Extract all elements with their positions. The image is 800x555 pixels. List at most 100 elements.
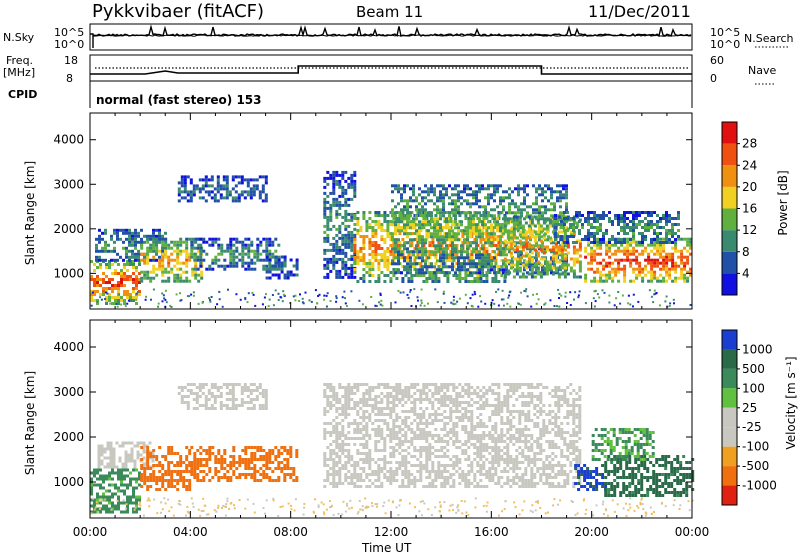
power-scatter — [506, 303, 508, 305]
power-cell — [428, 241, 431, 244]
power-cell — [199, 178, 202, 181]
power-cell — [638, 211, 641, 214]
power-cell — [223, 265, 226, 268]
power-cell — [410, 277, 413, 280]
velocity-cell — [152, 470, 155, 473]
power-cell — [377, 262, 380, 265]
velocity-cell — [359, 431, 362, 434]
power-scatter — [202, 302, 204, 304]
power-cell — [164, 271, 167, 274]
power-cell — [412, 190, 415, 193]
power-scatter — [145, 299, 147, 301]
power-cell — [344, 171, 347, 174]
velocity-cell — [244, 476, 247, 479]
power-cell — [341, 261, 344, 264]
power-cell — [644, 223, 647, 226]
velocity-cell — [362, 398, 365, 401]
power-cell — [490, 262, 493, 265]
power-cell — [158, 268, 161, 271]
power-cell — [560, 226, 563, 229]
power-cell — [353, 183, 356, 186]
power-cell — [617, 223, 620, 226]
velocity-cell — [241, 473, 244, 476]
power-cell — [122, 241, 125, 244]
velocity-cell — [111, 502, 114, 505]
power-cell — [419, 262, 422, 265]
power-cell — [152, 268, 155, 271]
velocity-cell — [220, 392, 223, 395]
power-cell — [614, 244, 617, 247]
velocity-cell — [217, 449, 220, 452]
power-cell — [653, 232, 656, 235]
velocity-cell — [268, 452, 271, 455]
power-cell — [185, 277, 188, 280]
velocity-cell — [332, 485, 335, 488]
power-cell — [356, 223, 359, 226]
power-cell — [371, 262, 374, 265]
power-cell — [558, 216, 561, 219]
power-cell — [128, 229, 131, 232]
power-cell — [190, 244, 193, 247]
power-cell — [266, 277, 269, 280]
power-scatter — [556, 305, 558, 307]
power-cell — [371, 256, 374, 259]
power-cell — [632, 226, 635, 229]
power-cell — [117, 290, 120, 293]
power-cell — [641, 220, 644, 223]
power-scatter — [479, 295, 481, 297]
power-cell — [262, 268, 265, 271]
velocity-cell — [226, 383, 229, 386]
power-cell — [108, 278, 111, 281]
power-scatter — [421, 302, 423, 304]
power-cell — [350, 237, 353, 240]
velocity-cell — [131, 457, 134, 460]
power-cell — [394, 244, 397, 247]
power-cell — [596, 262, 599, 265]
power-cell — [149, 250, 152, 253]
velocity-cell — [187, 407, 190, 410]
velocity-cell — [205, 452, 208, 455]
velocity-cell — [359, 422, 362, 425]
power-cell — [344, 192, 347, 195]
power-cell — [152, 244, 155, 247]
power-cell — [272, 274, 275, 277]
velocity-cell — [356, 386, 359, 389]
power-cell — [448, 214, 451, 217]
power-cell — [564, 273, 567, 276]
power-cell — [614, 250, 617, 253]
power-cell — [662, 214, 665, 217]
power-scatter — [137, 291, 139, 293]
power-cell — [599, 280, 602, 283]
power-cell — [632, 232, 635, 235]
velocity-cell — [99, 478, 102, 481]
power-cell — [531, 252, 534, 255]
power-scatter — [397, 290, 399, 292]
velocity-cell — [114, 484, 117, 487]
power-scatter — [305, 292, 307, 294]
velocity-cell — [344, 392, 347, 395]
power-cell — [368, 262, 371, 265]
power-scatter — [235, 293, 237, 295]
power-cell — [335, 198, 338, 201]
power-cell — [439, 229, 442, 232]
power-cell — [259, 190, 262, 193]
power-cell — [244, 238, 247, 241]
velocity-cell — [211, 452, 214, 455]
velocity-cell — [143, 482, 146, 485]
power-cell — [677, 235, 680, 238]
velocity-cell — [365, 410, 368, 413]
power-cell — [401, 211, 404, 214]
velocity-cell — [146, 446, 149, 449]
power-cell — [132, 290, 135, 293]
power-cell — [454, 211, 457, 214]
power-cell — [555, 267, 558, 270]
power-cell — [332, 246, 335, 249]
velocity-cell — [149, 467, 152, 470]
power-cell — [244, 190, 247, 193]
power-cell — [431, 274, 434, 277]
power-cell — [368, 241, 371, 244]
power-cell — [341, 177, 344, 180]
power-cell — [383, 250, 386, 253]
velocity-cell — [259, 455, 262, 458]
power-cell — [412, 253, 415, 256]
